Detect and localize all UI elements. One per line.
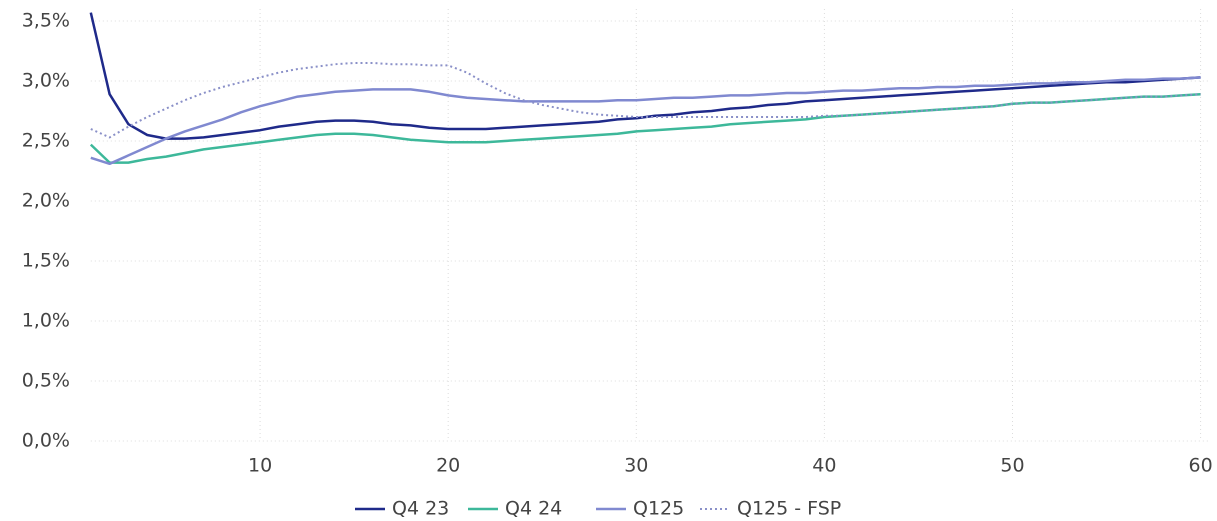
x-tick-label: 10	[248, 455, 272, 477]
y-tick-label: 0,5%	[22, 370, 70, 392]
x-tick-label: 40	[812, 455, 836, 477]
legend-label: Q125 - FSP	[737, 498, 841, 520]
x-tick-label: 50	[1000, 455, 1024, 477]
series-line	[89, 12, 1201, 140]
series-line	[89, 92, 1201, 164]
x-tick-label: 30	[624, 455, 648, 477]
y-tick-label: 2,0%	[22, 190, 70, 212]
x-tick-label: 60	[1189, 455, 1213, 477]
x-tick-label: 20	[436, 455, 460, 477]
y-tick-label: 3,5%	[22, 10, 70, 32]
series-line	[90, 76, 1201, 166]
y-tick-label: 1,5%	[22, 250, 70, 272]
legend-label: Q4 23	[392, 498, 449, 520]
y-tick-label: 2,5%	[22, 130, 70, 152]
y-tick-label: 1,0%	[22, 310, 70, 332]
series-line	[90, 62, 1201, 139]
y-tick-label: 0,0%	[22, 430, 70, 452]
legend-label: Q125	[633, 498, 684, 520]
y-tick-label: 3,0%	[22, 70, 70, 92]
legend-label: Q4 24	[505, 498, 562, 520]
